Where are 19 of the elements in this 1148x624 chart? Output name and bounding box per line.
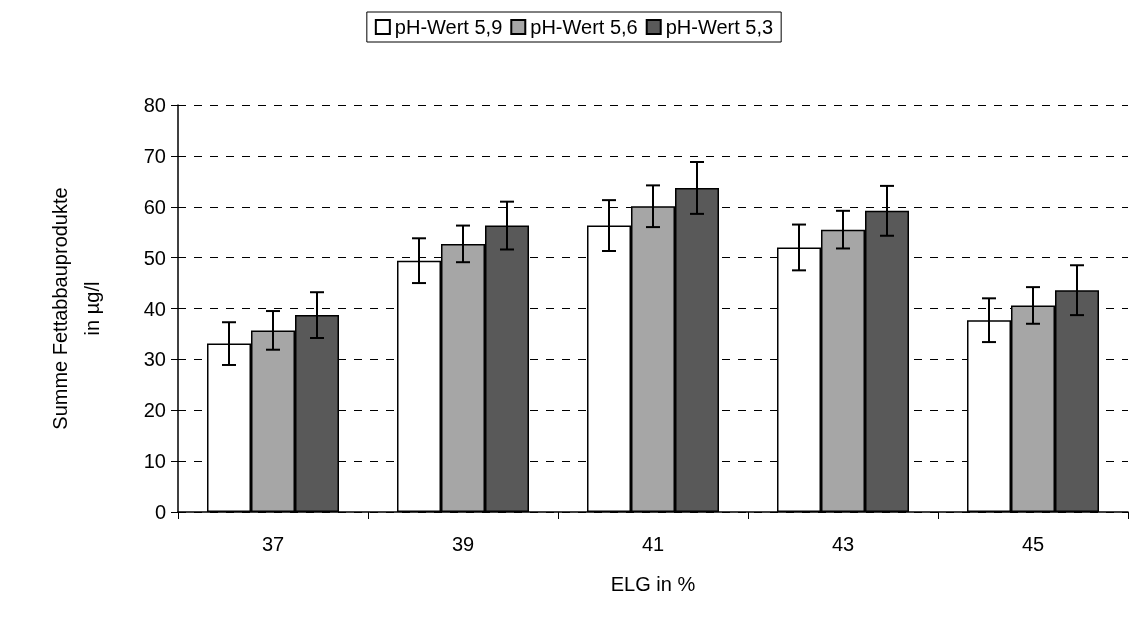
x-tick-label: 45 (1021, 533, 1045, 555)
y-tick-label: 80 (143, 94, 166, 116)
legend-label: pH-Wert 5,9 (394, 16, 503, 38)
y-tick-label: 60 (143, 195, 166, 218)
y-tick-label: 70 (143, 144, 166, 167)
legend-label: pH-Wert 5,3 (665, 16, 774, 38)
y-tick-label: 50 (143, 246, 166, 269)
x-tick-label: 37 (261, 533, 285, 555)
x-axis-title: ELG in % (610, 573, 696, 595)
y-tick-label: 20 (143, 399, 166, 422)
x-tick-label: 43 (831, 533, 855, 555)
y-tick-label: 0 (154, 501, 166, 523)
legend-label: pH-Wert 5,6 (530, 16, 638, 38)
y-tick-label: 40 (143, 297, 166, 320)
x-tick-label: 39 (451, 533, 475, 555)
y-tick-label: 30 (143, 348, 166, 371)
y-tick-label: 10 (143, 450, 166, 473)
y-axis-title: Summe Fettabbauprodukte in µg/l (49, 187, 103, 430)
x-tick-label: 41 (641, 533, 665, 555)
